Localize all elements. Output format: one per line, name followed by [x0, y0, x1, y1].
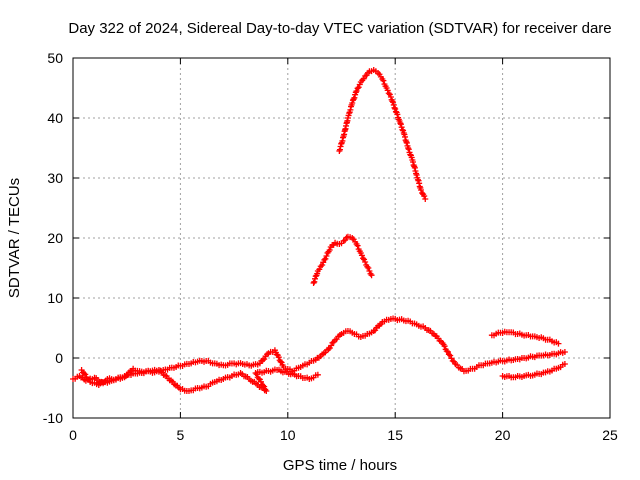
- y-tick-label: 20: [47, 230, 63, 246]
- data-point: [392, 106, 399, 112]
- data-point: [394, 111, 401, 118]
- series-upper-arc: [336, 67, 429, 202]
- data-point: [366, 268, 373, 274]
- data-point: [319, 262, 326, 268]
- series-mid-arc: [310, 233, 375, 286]
- x-tick-label: 15: [387, 427, 403, 443]
- data-point: [325, 346, 332, 352]
- data-point: [328, 342, 335, 349]
- series-late-lower-branch: [499, 361, 568, 381]
- data-point: [447, 352, 454, 359]
- data-point: [275, 354, 282, 361]
- data-point: [365, 264, 372, 271]
- data-point: [561, 349, 568, 355]
- data-point: [422, 196, 429, 202]
- data-point: [81, 370, 88, 377]
- chart-title: Day 322 of 2024, Sidereal Day-to-day VTE…: [68, 20, 611, 37]
- data-point: [351, 94, 358, 101]
- data-points: [70, 67, 568, 395]
- data-point: [82, 371, 89, 378]
- data-point: [449, 357, 456, 364]
- data-point: [262, 386, 269, 393]
- data-point: [326, 247, 333, 254]
- data-point: [352, 89, 359, 96]
- data-point: [367, 270, 374, 277]
- y-tick-label: 30: [47, 170, 63, 186]
- x-tick-label: 5: [177, 427, 185, 443]
- data-point: [354, 85, 361, 92]
- data-point: [399, 126, 406, 133]
- data-point: [397, 121, 404, 128]
- data-point: [391, 104, 398, 111]
- data-point: [254, 374, 261, 381]
- data-point: [405, 145, 412, 151]
- x-tick-label: 0: [69, 427, 77, 443]
- data-point: [322, 255, 329, 262]
- data-point: [355, 84, 362, 91]
- data-point: [443, 348, 450, 355]
- data-point: [389, 98, 396, 105]
- data-point: [359, 255, 366, 262]
- data-point: [445, 351, 452, 358]
- x-axis-label: GPS time / hours: [283, 457, 397, 474]
- data-point: [380, 77, 387, 84]
- data-point: [277, 358, 284, 365]
- gridlines: [73, 58, 610, 418]
- data-point: [314, 371, 321, 378]
- x-tick-label: 20: [495, 427, 511, 443]
- data-point: [310, 280, 317, 286]
- data-point: [385, 90, 392, 97]
- x-axis: 0 5 10 15 20 25: [69, 58, 618, 443]
- data-point: [390, 99, 397, 106]
- y-tick-label: 0: [55, 350, 63, 366]
- data-point: [441, 343, 448, 350]
- data-point: [421, 193, 428, 200]
- data-point: [259, 381, 266, 388]
- data-point: [323, 253, 330, 259]
- data-point: [353, 88, 360, 94]
- x-tick-label: 25: [602, 427, 618, 443]
- data-point: [555, 340, 562, 347]
- data-point: [358, 252, 365, 259]
- data-point: [354, 242, 361, 249]
- data-point: [397, 120, 404, 127]
- y-tick-label: -10: [43, 410, 63, 426]
- y-tick-label: 10: [47, 290, 63, 306]
- y-tick-label: 40: [47, 110, 63, 126]
- x-tick-label: 10: [280, 427, 296, 443]
- series-baseline: [70, 315, 568, 387]
- data-point: [349, 100, 356, 106]
- series-late-upper-branch: [488, 328, 562, 347]
- y-axis: -10 0 10 20 30 40 50: [43, 50, 610, 426]
- data-point: [387, 94, 394, 100]
- data-point: [362, 259, 369, 265]
- data-point: [561, 361, 568, 367]
- data-point: [316, 266, 323, 273]
- series-lower-branches: [78, 365, 321, 395]
- data-point: [321, 256, 328, 263]
- data-point: [384, 87, 391, 94]
- data-point: [390, 101, 397, 108]
- data-point: [364, 263, 371, 270]
- data-point: [260, 382, 267, 389]
- data-point: [417, 187, 424, 193]
- y-axis-label: SDTVAR / TECUs: [6, 178, 23, 298]
- data-point: [419, 190, 426, 197]
- data-point: [368, 272, 375, 279]
- y-tick-label: 50: [47, 50, 63, 66]
- data-point: [350, 96, 357, 103]
- data-point: [311, 278, 318, 285]
- data-point: [405, 146, 412, 153]
